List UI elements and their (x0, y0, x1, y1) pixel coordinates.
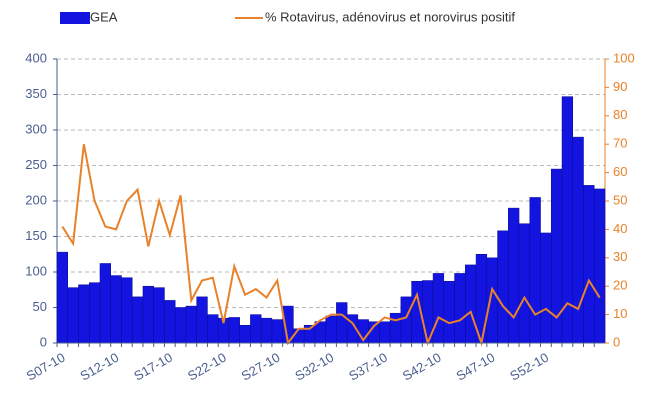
bar (239, 325, 251, 344)
bar (56, 251, 68, 344)
legend-label: % Rotavirus, adénovirus et norovirus pos… (265, 9, 515, 24)
bar (131, 296, 144, 344)
bar (325, 315, 337, 344)
y-tick-label: 350 (25, 86, 47, 101)
bar (540, 232, 552, 344)
bar (465, 264, 477, 344)
y2-tick-label: 40 (613, 221, 627, 236)
bar (121, 277, 133, 344)
bar (196, 296, 208, 344)
bar (594, 188, 606, 344)
bar (508, 207, 520, 344)
y2-tick-label: 100 (613, 50, 635, 65)
y-tick-label: 250 (25, 157, 47, 172)
bar (293, 328, 305, 344)
bar (228, 317, 240, 344)
bar (314, 321, 326, 344)
bar (185, 305, 197, 344)
bar (260, 317, 273, 344)
bar (336, 302, 348, 344)
y-tick-label: 50 (33, 299, 47, 314)
y2-tick-label: 10 (613, 306, 627, 321)
y2-tick-label: 30 (613, 249, 627, 264)
y-tick-label: 300 (25, 121, 47, 136)
bar (518, 223, 531, 344)
bar (207, 314, 219, 344)
y2-tick-label: 90 (613, 79, 627, 94)
bar (497, 230, 509, 344)
x-tick-label: S47-10 (454, 350, 498, 384)
x-tick-label: S52-10 (507, 350, 551, 384)
line (61, 144, 601, 347)
bar (454, 273, 466, 344)
x-tick-label: S07-10 (24, 350, 68, 384)
bar (67, 287, 79, 344)
legend-label: GEA (90, 9, 118, 24)
y2-tick-label: 70 (613, 136, 627, 151)
bar (78, 284, 90, 344)
x-tick-label: S42-10 (400, 350, 444, 384)
bar (572, 136, 584, 344)
y2-tick-label: 80 (613, 107, 627, 122)
bar (110, 275, 122, 344)
x-tick-label: S22-10 (185, 350, 229, 384)
y-tick-label: 100 (25, 263, 47, 278)
bar (379, 321, 391, 344)
bar (142, 285, 154, 344)
x-tick-label: S37-10 (346, 350, 390, 384)
y2-tick-label: 20 (613, 278, 627, 293)
bar (400, 296, 412, 344)
y-tick-label: 400 (25, 50, 47, 65)
legend-swatch (60, 12, 90, 24)
bar (443, 280, 455, 344)
bar (99, 263, 111, 344)
bar (271, 319, 283, 344)
bar (432, 273, 445, 344)
bar (486, 257, 498, 344)
x-tick-label: S12-10 (78, 350, 122, 384)
bar (529, 197, 541, 344)
bar (88, 282, 101, 344)
bar (583, 185, 595, 344)
y-tick-label: 0 (40, 334, 47, 349)
y-tick-label: 200 (25, 192, 47, 207)
y2-tick-label: 60 (613, 164, 627, 179)
bar (389, 312, 402, 344)
x-tick-label: S17-10 (131, 350, 175, 384)
bar (250, 314, 262, 344)
x-tick-label: S27-10 (239, 350, 283, 384)
y-tick-label: 150 (25, 228, 47, 243)
bar (164, 300, 176, 344)
bar (153, 287, 165, 344)
y2-tick-label: 0 (613, 334, 620, 349)
x-tick-label: S32-10 (292, 350, 336, 384)
y2-tick-label: 50 (613, 192, 627, 207)
bar (174, 307, 187, 344)
